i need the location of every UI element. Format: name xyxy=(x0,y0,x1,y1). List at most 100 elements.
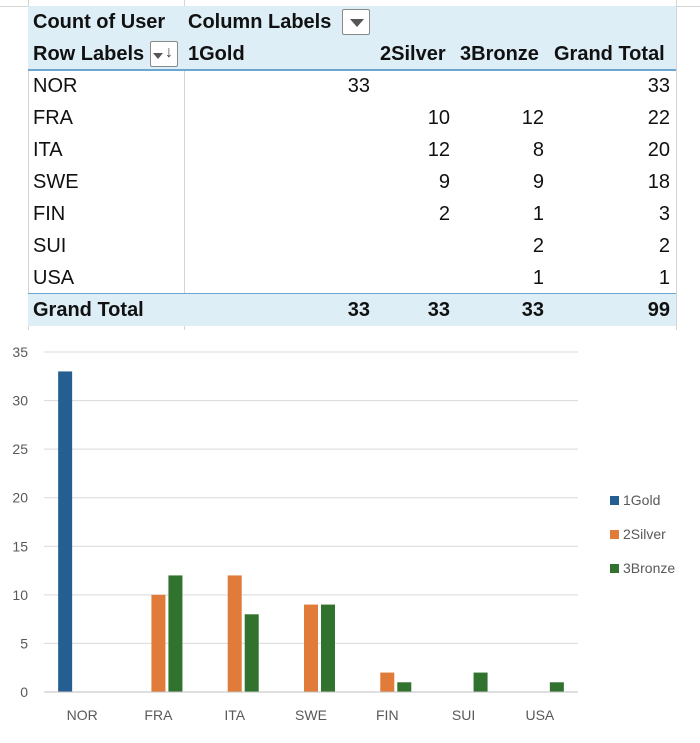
grand-total-row: Grand Total 33 33 33 99 xyxy=(28,294,676,326)
legend-label: 2Silver xyxy=(623,526,666,542)
cell-gold[interactable]: 33 xyxy=(347,75,370,97)
cell-total[interactable]: 1 xyxy=(658,267,670,289)
value-field-label: Count of User xyxy=(33,11,166,33)
grand-total-total: 99 xyxy=(647,299,670,321)
cell-total[interactable]: 2 xyxy=(658,235,670,257)
gridline xyxy=(28,0,29,330)
row-label[interactable]: SUI xyxy=(33,235,67,257)
cell-silver[interactable] xyxy=(370,230,450,262)
cell-silver[interactable]: 12 xyxy=(427,139,450,161)
bar-2silver-fin[interactable] xyxy=(380,672,395,692)
x-tick-label: SWE xyxy=(295,707,327,723)
bar-2silver-swe[interactable] xyxy=(304,604,318,692)
row-labels-caption: Row Labels xyxy=(33,43,145,65)
legend-label: 1Gold xyxy=(623,492,660,508)
bar-3bronze-ita[interactable] xyxy=(244,614,259,692)
row-label[interactable]: FIN xyxy=(33,203,66,225)
chart-canvas: 0 5 10 15 20 25 30 35 NOR FRA ITA SWE FIN SUI USA 1Gold… xyxy=(12,344,675,723)
grand-total-gold: 33 xyxy=(347,299,370,321)
y-tick-label: 15 xyxy=(12,538,28,554)
cell-gold[interactable] xyxy=(290,102,370,134)
cell-gold[interactable] xyxy=(290,134,370,166)
row-label[interactable]: NOR xyxy=(33,75,78,97)
cell-silver[interactable]: 10 xyxy=(427,107,450,129)
y-tick-label: 25 xyxy=(12,441,28,457)
cell-silver[interactable]: 9 xyxy=(438,171,450,193)
y-tick-label: 5 xyxy=(20,635,28,651)
y-tick-label: 20 xyxy=(12,490,28,506)
cell-total[interactable]: 22 xyxy=(647,107,670,129)
bar-2silver-fra[interactable] xyxy=(151,594,166,692)
cell-bronze[interactable]: 12 xyxy=(521,107,544,129)
y-tick-label: 30 xyxy=(12,393,28,409)
cell-bronze[interactable]: 1 xyxy=(532,267,544,289)
column-header-silver: 2Silver xyxy=(380,43,446,65)
row-labels-sort-filter-button[interactable]: ↓ xyxy=(150,41,178,67)
header-separator xyxy=(28,69,676,71)
pivot-row-usa: USA 1 1 xyxy=(28,262,676,294)
cell-bronze[interactable]: 1 xyxy=(532,203,544,225)
cell-gold[interactable] xyxy=(290,230,370,262)
row-label[interactable]: ITA xyxy=(33,139,63,161)
row-label[interactable]: USA xyxy=(33,267,75,289)
x-tick-label: FIN xyxy=(376,707,399,723)
cell-silver[interactable]: 2 xyxy=(438,203,450,225)
y-tick-label: 0 xyxy=(20,684,28,700)
bar-3bronze-fra[interactable] xyxy=(168,575,183,692)
x-tick-label: SUI xyxy=(452,707,475,723)
cell-bronze[interactable]: 2 xyxy=(532,235,544,257)
cell-silver[interactable] xyxy=(370,262,450,294)
grand-total-label: Grand Total xyxy=(33,299,144,321)
cell-bronze[interactable]: 9 xyxy=(532,171,544,193)
x-tick-label: FRA xyxy=(144,707,173,723)
cell-total[interactable]: 18 xyxy=(647,171,670,193)
cell-silver[interactable] xyxy=(370,70,450,102)
bar-1gold-nor[interactable] xyxy=(58,371,73,692)
gridline xyxy=(184,0,185,330)
cell-total[interactable]: 3 xyxy=(658,203,670,225)
cell-bronze[interactable] xyxy=(464,70,544,102)
cell-total[interactable]: 33 xyxy=(647,75,670,97)
pivot-row-swe: SWE 9 9 18 xyxy=(28,166,676,198)
x-tick-label: USA xyxy=(525,707,554,723)
pivot-row-sui: SUI 2 2 xyxy=(28,230,676,262)
row-label[interactable]: FRA xyxy=(33,107,73,129)
pivot-column-header-row: Row Labels ↓ 1Gold 2Silver 3Bronze Grand… xyxy=(28,38,676,70)
bar-2silver-ita[interactable] xyxy=(227,575,242,692)
column-header-gold: 1Gold xyxy=(188,43,245,65)
legend-swatch-3bronze xyxy=(610,564,619,573)
clustered-column-chart[interactable]: 0 5 10 15 20 25 30 35 NOR FRA ITA SWE FIN SUI USA 1Gold… xyxy=(0,330,700,738)
legend-swatch-2silver xyxy=(610,530,619,539)
x-tick-label: ITA xyxy=(224,707,245,723)
gridline xyxy=(676,0,677,330)
cell-gold[interactable] xyxy=(290,262,370,294)
sort-arrow-icon: ↓ xyxy=(165,44,173,61)
legend-label: 3Bronze xyxy=(623,560,675,576)
grand-total-silver: 33 xyxy=(427,299,450,321)
y-tick-label: 10 xyxy=(12,587,28,603)
cell-gold[interactable] xyxy=(290,166,370,198)
legend-swatch-1gold xyxy=(610,496,619,505)
bar-3bronze-fin[interactable] xyxy=(397,682,412,692)
cell-gold[interactable] xyxy=(290,198,370,230)
pivot-row-ita: ITA 12 8 20 xyxy=(28,134,676,166)
column-labels-caption: Column Labels xyxy=(188,11,332,33)
pivot-row-nor: NOR 33 33 xyxy=(28,70,676,102)
grand-total-bronze: 33 xyxy=(521,299,544,321)
chevron-down-icon xyxy=(350,19,364,27)
pivot-row-fra: FRA 10 12 22 xyxy=(28,102,676,134)
column-header-grand-total: Grand Total xyxy=(554,43,665,65)
chevron-down-icon xyxy=(153,53,163,59)
pivot-header-row: Count of User Column Labels xyxy=(28,6,676,38)
cell-bronze[interactable]: 8 xyxy=(532,139,544,161)
pivot-row-fin: FIN 2 1 3 xyxy=(28,198,676,230)
column-labels-filter-button[interactable] xyxy=(342,9,370,35)
bar-3bronze-sui[interactable] xyxy=(473,672,488,692)
x-tick-label: NOR xyxy=(67,707,98,723)
column-header-bronze: 3Bronze xyxy=(460,43,539,65)
cell-total[interactable]: 20 xyxy=(647,139,670,161)
bar-3bronze-swe[interactable] xyxy=(321,604,335,692)
y-tick-label: 35 xyxy=(12,344,28,360)
row-label[interactable]: SWE xyxy=(33,171,79,193)
bar-3bronze-usa[interactable] xyxy=(549,682,564,692)
